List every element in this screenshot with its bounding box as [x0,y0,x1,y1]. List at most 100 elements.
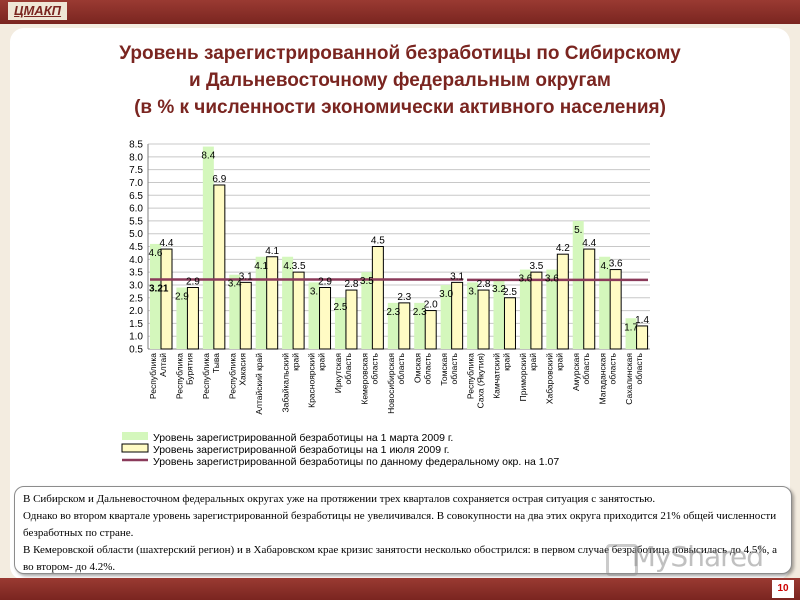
y-tick-label: 0.5 [129,345,143,356]
y-tick-label: 5.5 [129,216,143,227]
category-label: Республика [148,353,158,399]
y-tick-label: 7.0 [129,178,143,189]
bar-july-2009 [530,271,543,350]
category-label: область [449,352,459,384]
category-label: область [634,352,644,384]
bar-july-2009 [160,248,173,350]
category-label: область [370,352,380,384]
bar-july-2009 [239,281,252,350]
category-label: Республика [201,353,211,399]
legend-swatch-march [122,432,148,440]
category-label: край [528,353,538,371]
bar-march-2009 [308,282,320,349]
y-tick-label: 4.0 [129,255,143,266]
y-tick-label: 4.5 [129,242,143,253]
category-label: Сахалинская [624,353,634,405]
y-tick-label: 8.0 [129,152,143,163]
title-line-2: и Дальневосточному федеральным округам [188,70,611,91]
category-label: Хабаровский [545,353,555,404]
data-label-march: 2.5 [333,302,347,313]
data-label-march: 4. [600,261,608,272]
slide-title: Уровень зарегистрированной безработицы п… [40,40,760,121]
district-average-label: 3.21 [149,284,169,295]
y-tick-label: 8.5 [129,140,143,151]
data-label-march: 5. [574,225,582,236]
bar-march-2009 [229,274,241,349]
data-label-july: 4.1 [265,246,279,257]
data-label-july: 6.9 [212,174,226,185]
bar-july-2009 [556,253,569,350]
bar-july-2009 [186,287,199,350]
data-label-march: 4.6 [149,248,163,259]
category-label: Республика [227,353,237,399]
bar-july-2009 [636,325,649,350]
data-label-july: 2.3 [397,292,411,303]
bar-july-2009 [451,281,464,350]
data-label-march: 2.9 [175,292,189,303]
category-label: Новосибирская [386,353,396,414]
bar-march-2009 [361,272,373,349]
data-label-july: 2.8 [344,279,358,290]
legend-swatch-july [121,443,149,453]
bar-july-2009 [477,289,490,350]
bar-july-2009 [371,246,384,350]
title-line-3: (в % к численности экономически активног… [134,97,666,118]
category-label: Хакасия [237,353,247,386]
data-label-march: 3.5 [360,276,374,287]
y-tick-label: 6.0 [129,204,143,215]
y-tick-label: 1.0 [129,332,143,343]
bar-march-2009 [493,279,505,349]
legend-label: Уровень зарегистрированной безработицы п… [153,456,559,468]
data-label-march: 3.2 [492,284,506,295]
data-label-march: 4.1 [254,261,268,272]
category-label: Алтай [158,353,168,377]
category-label: Омская [412,353,422,383]
category-label: Бурятия [185,353,195,385]
y-tick-label: 7.5 [129,165,143,176]
bar-march-2009 [467,282,479,349]
commentary-paragraph-3: В Кемеровской области (шахтерский регион… [23,544,777,573]
data-label-july: 2.9 [186,277,200,288]
bar-march-2009 [440,284,452,349]
brand-logo: ЦМАКП [8,2,68,20]
title-line-1: Уровень зарегистрированной безработицы п… [119,43,681,64]
y-tick-label: 2.0 [129,306,143,317]
legend-label: Уровень зарегистрированной безработицы н… [153,432,453,444]
category-label: область [581,352,591,384]
category-label: край [502,353,512,371]
data-label-march: 3.4 [228,279,242,290]
legend-label: Уровень зарегистрированной безработицы н… [153,444,449,456]
category-label: Магаданская [597,353,607,405]
data-label-july: 3.1 [450,271,464,282]
bar-march-2009 [546,269,558,349]
category-label: Красноярский [307,353,317,408]
bar-july-2009 [345,289,358,350]
category-label: край [290,353,300,371]
data-label-july: 2.9 [318,277,332,288]
bar-july-2009 [609,269,622,350]
data-label-march: 4. [283,261,291,272]
data-label-july: 1.4 [635,315,649,326]
category-label: Тыва [211,353,221,373]
watermark-icon [606,544,638,576]
bar-july-2009 [266,256,279,350]
bar-march-2009 [202,146,214,349]
bar-march-2009 [334,297,346,349]
bar-march-2009 [519,269,531,349]
category-label: Алтайский край [254,353,264,415]
data-label-march: 3.6 [545,274,559,285]
bar-march-2009 [414,302,426,349]
category-label: Республика [175,353,185,399]
data-label-july: 4.2 [556,243,570,254]
bar-march-2009 [387,302,399,349]
category-label: Приморский [518,353,528,402]
category-label: Амурская [571,353,581,391]
category-label: Саха (Якутия) [475,353,485,408]
y-tick-label: 2.5 [129,293,143,304]
bar-march-2009 [625,318,637,349]
commentary-box: В Сибирском и Дальневосточном федеральны… [14,486,792,574]
category-label: Республика [465,353,475,399]
bar-march-2009 [255,256,267,349]
category-label: область [607,352,617,384]
